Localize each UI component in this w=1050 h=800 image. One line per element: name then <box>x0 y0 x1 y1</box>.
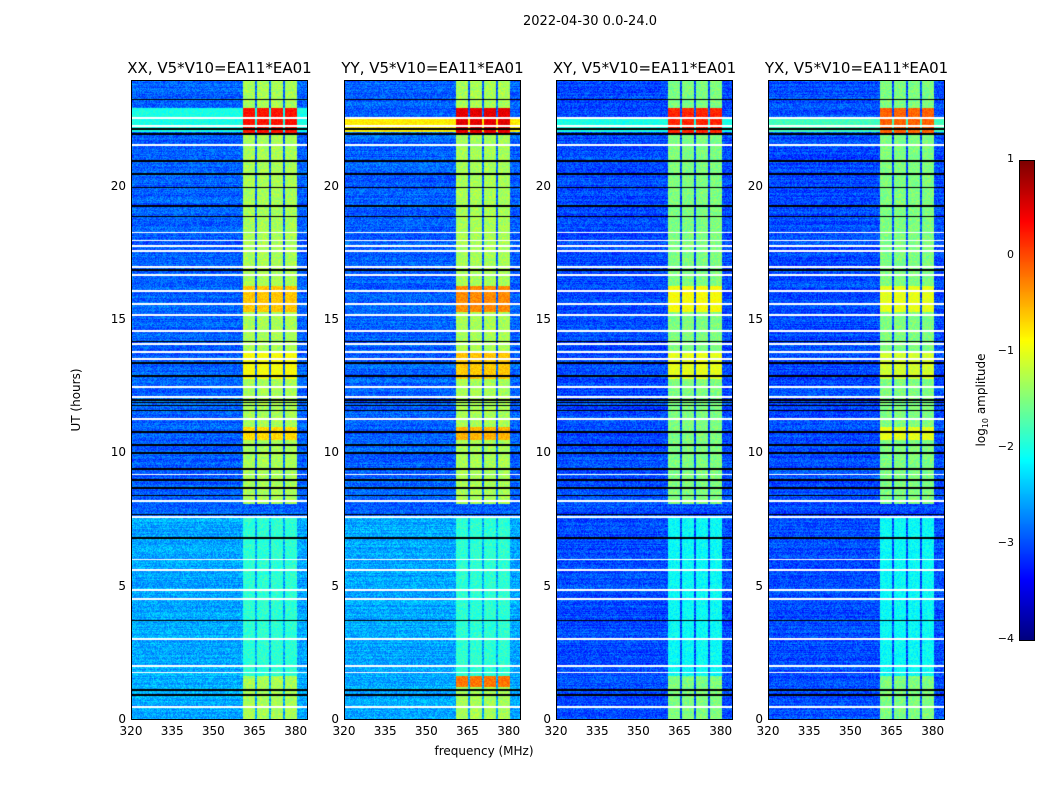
y-tick-label: 20 <box>535 178 551 193</box>
y-tick-label: 10 <box>110 445 126 460</box>
y-tick-label: 15 <box>535 312 551 326</box>
y-tick-label: 15 <box>110 312 126 326</box>
y-tick-label: 15 <box>747 312 763 326</box>
spectrogram-heatmap <box>345 81 520 719</box>
x-tick-label: 365 <box>456 724 479 738</box>
x-tick-label: 365 <box>880 724 903 738</box>
spectrogram-heatmap <box>557 81 732 719</box>
colorbar-tick-label: −1 <box>997 344 1014 357</box>
y-axis-label: UT (hours) <box>69 368 83 432</box>
x-tick-label: 320 <box>332 724 356 738</box>
y-tick-label: 0 <box>543 712 551 726</box>
colorbar-tick-label: 1 <box>1007 152 1014 165</box>
panel-title: XY, V5*V10=EA11*EA01 <box>552 59 737 77</box>
y-tick-label: 5 <box>755 578 763 593</box>
colorbar-label: log10 amplitude <box>973 353 991 447</box>
y-tick-label: 20 <box>747 178 763 193</box>
x-tick-label: 380 <box>497 724 521 738</box>
y-tick-label: 15 <box>323 312 339 326</box>
spectrogram-panel <box>131 80 308 720</box>
x-axis-label: frequency (MHz) <box>434 744 534 758</box>
x-tick-label: 350 <box>626 724 650 738</box>
y-tick-label: 10 <box>323 445 339 460</box>
y-tick-label: 10 <box>747 445 763 460</box>
panel-title: YX, V5*V10=EA11*EA01 <box>764 59 949 77</box>
figure-title: 2022-04-30 0.0-24.0 <box>523 14 657 29</box>
y-tick-label: 20 <box>110 178 126 193</box>
spectrogram-heatmap <box>769 81 944 719</box>
x-tick-label: 335 <box>585 724 609 738</box>
x-tick-label: 320 <box>544 724 568 738</box>
x-tick-label: 320 <box>756 724 780 738</box>
x-tick-label: 350 <box>414 724 438 738</box>
colorbar <box>1019 160 1035 641</box>
x-tick-label: 350 <box>838 724 862 738</box>
panel-title: XX, V5*V10=EA11*EA01 <box>127 59 312 77</box>
x-tick-label: 365 <box>668 724 691 738</box>
x-tick-label: 335 <box>373 724 397 738</box>
spectrogram-panel <box>344 80 521 720</box>
colorbar-tick-label: 0 <box>1007 248 1014 261</box>
y-tick-label: 0 <box>755 712 763 726</box>
x-tick-label: 365 <box>243 724 266 738</box>
y-tick-label: 20 <box>323 178 339 193</box>
colorbar-tick-label: −4 <box>997 632 1014 645</box>
x-tick-label: 320 <box>119 724 143 738</box>
x-tick-label: 380 <box>284 724 308 738</box>
y-tick-label: 5 <box>331 578 339 593</box>
panel-title: YY, V5*V10=EA11*EA01 <box>341 59 524 77</box>
spectrogram-panel <box>768 80 945 720</box>
y-tick-label: 5 <box>543 578 551 593</box>
x-tick-label: 350 <box>201 724 225 738</box>
x-tick-label: 335 <box>797 724 821 738</box>
x-tick-label: 380 <box>921 724 945 738</box>
y-tick-label: 10 <box>535 445 551 460</box>
spectrogram-heatmap <box>132 81 307 719</box>
y-tick-label: 0 <box>331 712 339 726</box>
x-tick-label: 335 <box>160 724 184 738</box>
x-tick-label: 380 <box>709 724 733 738</box>
y-tick-label: 5 <box>118 578 126 593</box>
colorbar-tick-label: −3 <box>997 536 1014 549</box>
spectrogram-panel <box>556 80 733 720</box>
colorbar-tick-label: −2 <box>997 440 1014 453</box>
y-tick-label: 0 <box>118 712 126 726</box>
